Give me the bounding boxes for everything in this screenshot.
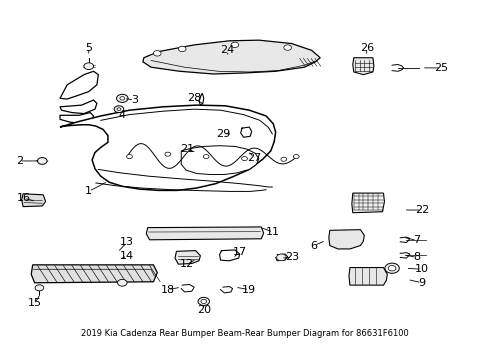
Circle shape (117, 108, 121, 111)
Circle shape (120, 97, 124, 100)
Text: 23: 23 (285, 252, 299, 262)
Polygon shape (181, 146, 258, 175)
Circle shape (153, 51, 161, 56)
Circle shape (276, 254, 285, 261)
Text: 6: 6 (310, 240, 317, 251)
Circle shape (114, 106, 123, 113)
Polygon shape (60, 113, 93, 124)
Circle shape (117, 279, 127, 286)
Text: 9: 9 (417, 278, 425, 288)
Text: 24: 24 (220, 45, 234, 55)
Polygon shape (348, 267, 386, 285)
Text: 13: 13 (120, 237, 134, 247)
Text: 16: 16 (17, 193, 31, 203)
Text: 28: 28 (187, 93, 201, 103)
Text: 4: 4 (119, 110, 125, 120)
Text: 5: 5 (85, 42, 92, 53)
Circle shape (387, 266, 395, 271)
Circle shape (38, 158, 47, 164)
Circle shape (293, 154, 299, 159)
Text: 21: 21 (180, 144, 194, 154)
Polygon shape (351, 193, 384, 213)
Polygon shape (21, 194, 45, 207)
Circle shape (203, 154, 208, 159)
Circle shape (35, 285, 43, 291)
Polygon shape (146, 227, 263, 240)
Circle shape (241, 157, 247, 161)
Polygon shape (328, 230, 364, 249)
Text: 20: 20 (196, 305, 210, 315)
Text: 8: 8 (413, 252, 420, 262)
Circle shape (201, 300, 206, 303)
Text: 22: 22 (414, 205, 428, 215)
Text: 11: 11 (265, 227, 280, 237)
Circle shape (198, 297, 209, 305)
Text: 25: 25 (433, 63, 447, 73)
Text: 2019 Kia Cadenza Rear Bumper Beam-Rear Bumper Diagram for 86631F6100: 2019 Kia Cadenza Rear Bumper Beam-Rear B… (81, 329, 407, 338)
Text: 2: 2 (16, 156, 23, 166)
Text: 12: 12 (180, 259, 194, 269)
Text: 17: 17 (232, 247, 246, 257)
Polygon shape (60, 71, 98, 99)
Polygon shape (60, 100, 97, 113)
Text: 14: 14 (120, 251, 134, 261)
Circle shape (280, 157, 286, 161)
Circle shape (384, 263, 399, 273)
Circle shape (283, 45, 291, 50)
Text: 3: 3 (130, 95, 138, 105)
Polygon shape (31, 265, 157, 283)
Polygon shape (175, 251, 200, 264)
Polygon shape (142, 40, 320, 74)
Text: 1: 1 (85, 186, 92, 197)
Text: 29: 29 (215, 129, 229, 139)
Text: 7: 7 (413, 235, 420, 246)
Text: 18: 18 (161, 284, 175, 294)
Text: 27: 27 (246, 153, 261, 163)
Polygon shape (60, 105, 275, 190)
Circle shape (84, 63, 93, 69)
Circle shape (164, 152, 170, 156)
Text: 15: 15 (28, 298, 42, 308)
Circle shape (178, 46, 185, 51)
Circle shape (231, 42, 238, 48)
Text: 10: 10 (414, 264, 428, 274)
Circle shape (116, 94, 128, 102)
Text: 26: 26 (359, 42, 373, 53)
Circle shape (126, 154, 132, 159)
Text: 19: 19 (242, 284, 256, 294)
Polygon shape (352, 58, 373, 75)
